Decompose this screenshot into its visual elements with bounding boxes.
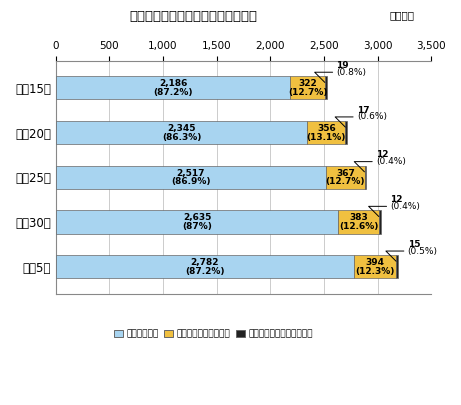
Bar — [338, 210, 379, 234]
Text: （千戸）: （千戸） — [390, 10, 415, 20]
Text: (12.3%): (12.3%) — [355, 266, 395, 276]
Bar — [56, 76, 290, 100]
Bar — [325, 76, 327, 100]
Text: 2,517: 2,517 — [177, 169, 205, 178]
Bar — [307, 121, 345, 144]
Text: 383: 383 — [349, 213, 368, 222]
Text: 19: 19 — [337, 61, 349, 70]
Bar — [290, 76, 325, 100]
Text: (0.4%): (0.4%) — [390, 202, 420, 211]
Text: 住宅総数と空き家の推移（千葉県）: 住宅総数と空き家の推移（千葉県） — [130, 10, 258, 23]
Bar — [56, 210, 338, 234]
Text: (86.3%): (86.3%) — [162, 132, 201, 141]
Text: (12.7%): (12.7%) — [325, 177, 365, 186]
Bar — [379, 210, 381, 234]
Text: (0.8%): (0.8%) — [337, 68, 366, 77]
Text: 2,186: 2,186 — [159, 79, 187, 88]
Text: 322: 322 — [298, 79, 317, 88]
Bar — [56, 121, 307, 144]
Text: (0.4%): (0.4%) — [376, 157, 406, 166]
Text: (87.2%): (87.2%) — [185, 266, 225, 276]
Text: 15: 15 — [408, 240, 420, 249]
Bar — [326, 166, 365, 189]
Text: (87%): (87%) — [182, 222, 212, 231]
Text: 367: 367 — [336, 169, 355, 178]
Legend: 居住世帯あり, 居住世帯なし　空き家, 居住世帯なし　空き家以外: 居住世帯あり, 居住世帯なし 空き家, 居住世帯なし 空き家以外 — [112, 328, 315, 340]
Text: (0.6%): (0.6%) — [357, 113, 387, 121]
Bar — [56, 255, 354, 278]
Bar — [365, 166, 366, 189]
Text: (13.1%): (13.1%) — [307, 132, 346, 141]
Text: 12: 12 — [376, 150, 389, 160]
Bar — [345, 121, 347, 144]
Bar — [396, 255, 398, 278]
Text: (87.2%): (87.2%) — [153, 88, 193, 97]
Text: 2,345: 2,345 — [167, 124, 196, 133]
Text: (0.5%): (0.5%) — [408, 247, 437, 256]
Text: (86.9%): (86.9%) — [171, 177, 211, 186]
Bar — [56, 166, 326, 189]
Text: 2,635: 2,635 — [183, 213, 211, 222]
Text: (12.7%): (12.7%) — [288, 88, 327, 97]
Bar — [354, 255, 396, 278]
Text: 12: 12 — [390, 195, 403, 204]
Text: 394: 394 — [366, 258, 385, 267]
Text: (12.6%): (12.6%) — [339, 222, 378, 231]
Text: 356: 356 — [317, 124, 336, 133]
Text: 2,782: 2,782 — [191, 258, 219, 267]
Text: 17: 17 — [357, 106, 370, 115]
